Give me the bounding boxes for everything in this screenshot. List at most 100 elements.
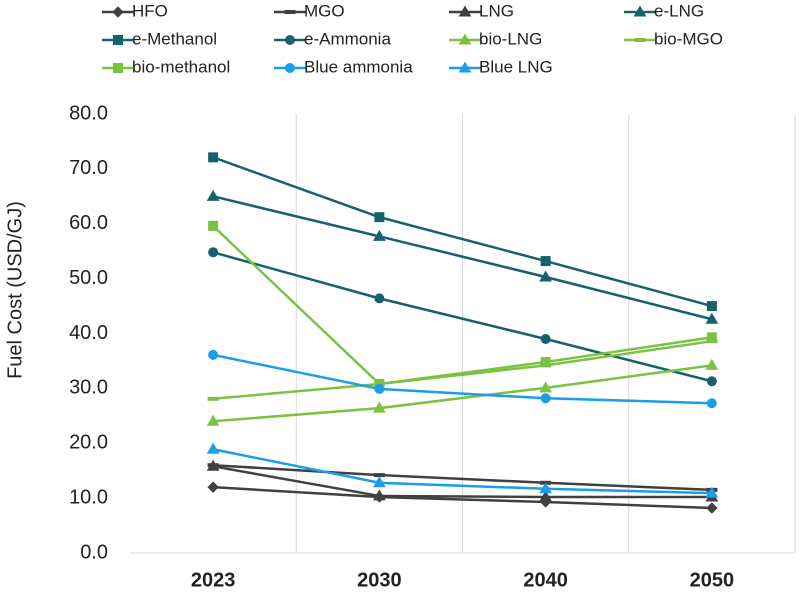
series [208, 247, 717, 387]
series-line [212, 156, 713, 308]
marker [539, 270, 552, 282]
marker [207, 396, 219, 401]
marker [706, 502, 718, 514]
marker [373, 476, 386, 488]
legend-label: e-Methanol [132, 29, 217, 48]
marker [705, 358, 719, 370]
marker [540, 393, 551, 404]
marker [458, 33, 472, 45]
marker [373, 489, 386, 501]
marker [706, 301, 717, 312]
marker [285, 63, 295, 73]
legend-label: e-LNG [654, 1, 704, 20]
legend-item: MGO [274, 1, 345, 20]
legend-item: Blue LNG [449, 57, 553, 76]
marker [112, 6, 124, 18]
marker [634, 38, 646, 42]
series-line [213, 339, 713, 401]
marker [539, 381, 552, 393]
marker [208, 152, 219, 163]
legend-label: LNG [479, 1, 514, 20]
y-tick-label: 60.0 [69, 212, 108, 234]
series-line [213, 463, 712, 492]
marker [206, 442, 220, 454]
marker [458, 61, 472, 73]
marker [206, 414, 220, 426]
series [208, 152, 717, 312]
series-line [213, 485, 712, 510]
x-tick-label: 2030 [357, 569, 402, 591]
series [206, 442, 719, 498]
marker [206, 459, 220, 471]
series-line [212, 353, 712, 405]
marker [633, 5, 647, 17]
marker [207, 481, 219, 493]
marker [539, 490, 552, 502]
marker [374, 383, 385, 394]
series [208, 349, 717, 409]
series-line [212, 195, 713, 321]
marker [540, 256, 551, 267]
y-axis-title: Fuel Cost (USD/GJ) [4, 201, 26, 379]
legend-label: MGO [304, 1, 345, 20]
marker [208, 349, 219, 360]
marker [540, 333, 551, 344]
marker [208, 247, 219, 258]
marker [705, 486, 719, 498]
legend-item: e-LNG [624, 1, 704, 20]
marker [208, 220, 219, 231]
marker [206, 189, 220, 201]
y-tick-label: 70.0 [69, 157, 108, 179]
series-line [212, 465, 712, 499]
x-tick-label: 2050 [690, 569, 735, 591]
y-tick-label: 80.0 [69, 102, 108, 124]
series-line [212, 225, 713, 386]
y-tick-label: 50.0 [69, 267, 108, 289]
marker [285, 35, 295, 45]
marker [373, 473, 385, 478]
y-tick-label: 40.0 [69, 322, 108, 344]
legend-item: LNG [449, 1, 514, 20]
series-line [213, 364, 713, 423]
marker [540, 357, 551, 368]
marker [113, 63, 123, 73]
marker [284, 10, 296, 14]
marker [706, 376, 717, 387]
marker [706, 398, 717, 409]
series [206, 358, 719, 426]
marker [539, 482, 552, 494]
y-tick-label: 10.0 [69, 486, 108, 508]
marker [373, 401, 386, 413]
series-line [212, 251, 713, 383]
x-tick-label: 2040 [523, 569, 568, 591]
series-line [212, 448, 712, 495]
marker [705, 312, 719, 324]
legend-label: bio-MGO [654, 29, 723, 48]
legend-item: bio-MGO [624, 29, 723, 48]
legend-item: e-Methanol [102, 29, 217, 48]
legend-item: bio-methanol [102, 57, 230, 76]
series [206, 459, 719, 502]
legend-label: Blue LNG [479, 57, 553, 76]
marker [458, 5, 472, 17]
legend-label: bio-methanol [132, 57, 230, 76]
marker [374, 293, 385, 304]
y-tick-label: 30.0 [69, 377, 108, 399]
marker [373, 229, 386, 241]
legend-item: HFO [102, 1, 168, 20]
marker [113, 35, 123, 45]
legend-item: Blue ammonia [274, 57, 413, 76]
legend-item: e-Ammonia [274, 29, 391, 48]
x-tick-label: 2023 [191, 569, 236, 591]
legend-item: bio-LNG [449, 29, 542, 48]
marker [706, 332, 717, 343]
series [206, 189, 719, 324]
marker [374, 212, 385, 223]
legend-label: HFO [132, 1, 168, 20]
legend-label: bio-LNG [479, 29, 542, 48]
y-tick-label: 20.0 [69, 432, 108, 454]
legend-label: Blue ammonia [304, 57, 413, 76]
y-tick-label: 0.0 [80, 541, 108, 563]
